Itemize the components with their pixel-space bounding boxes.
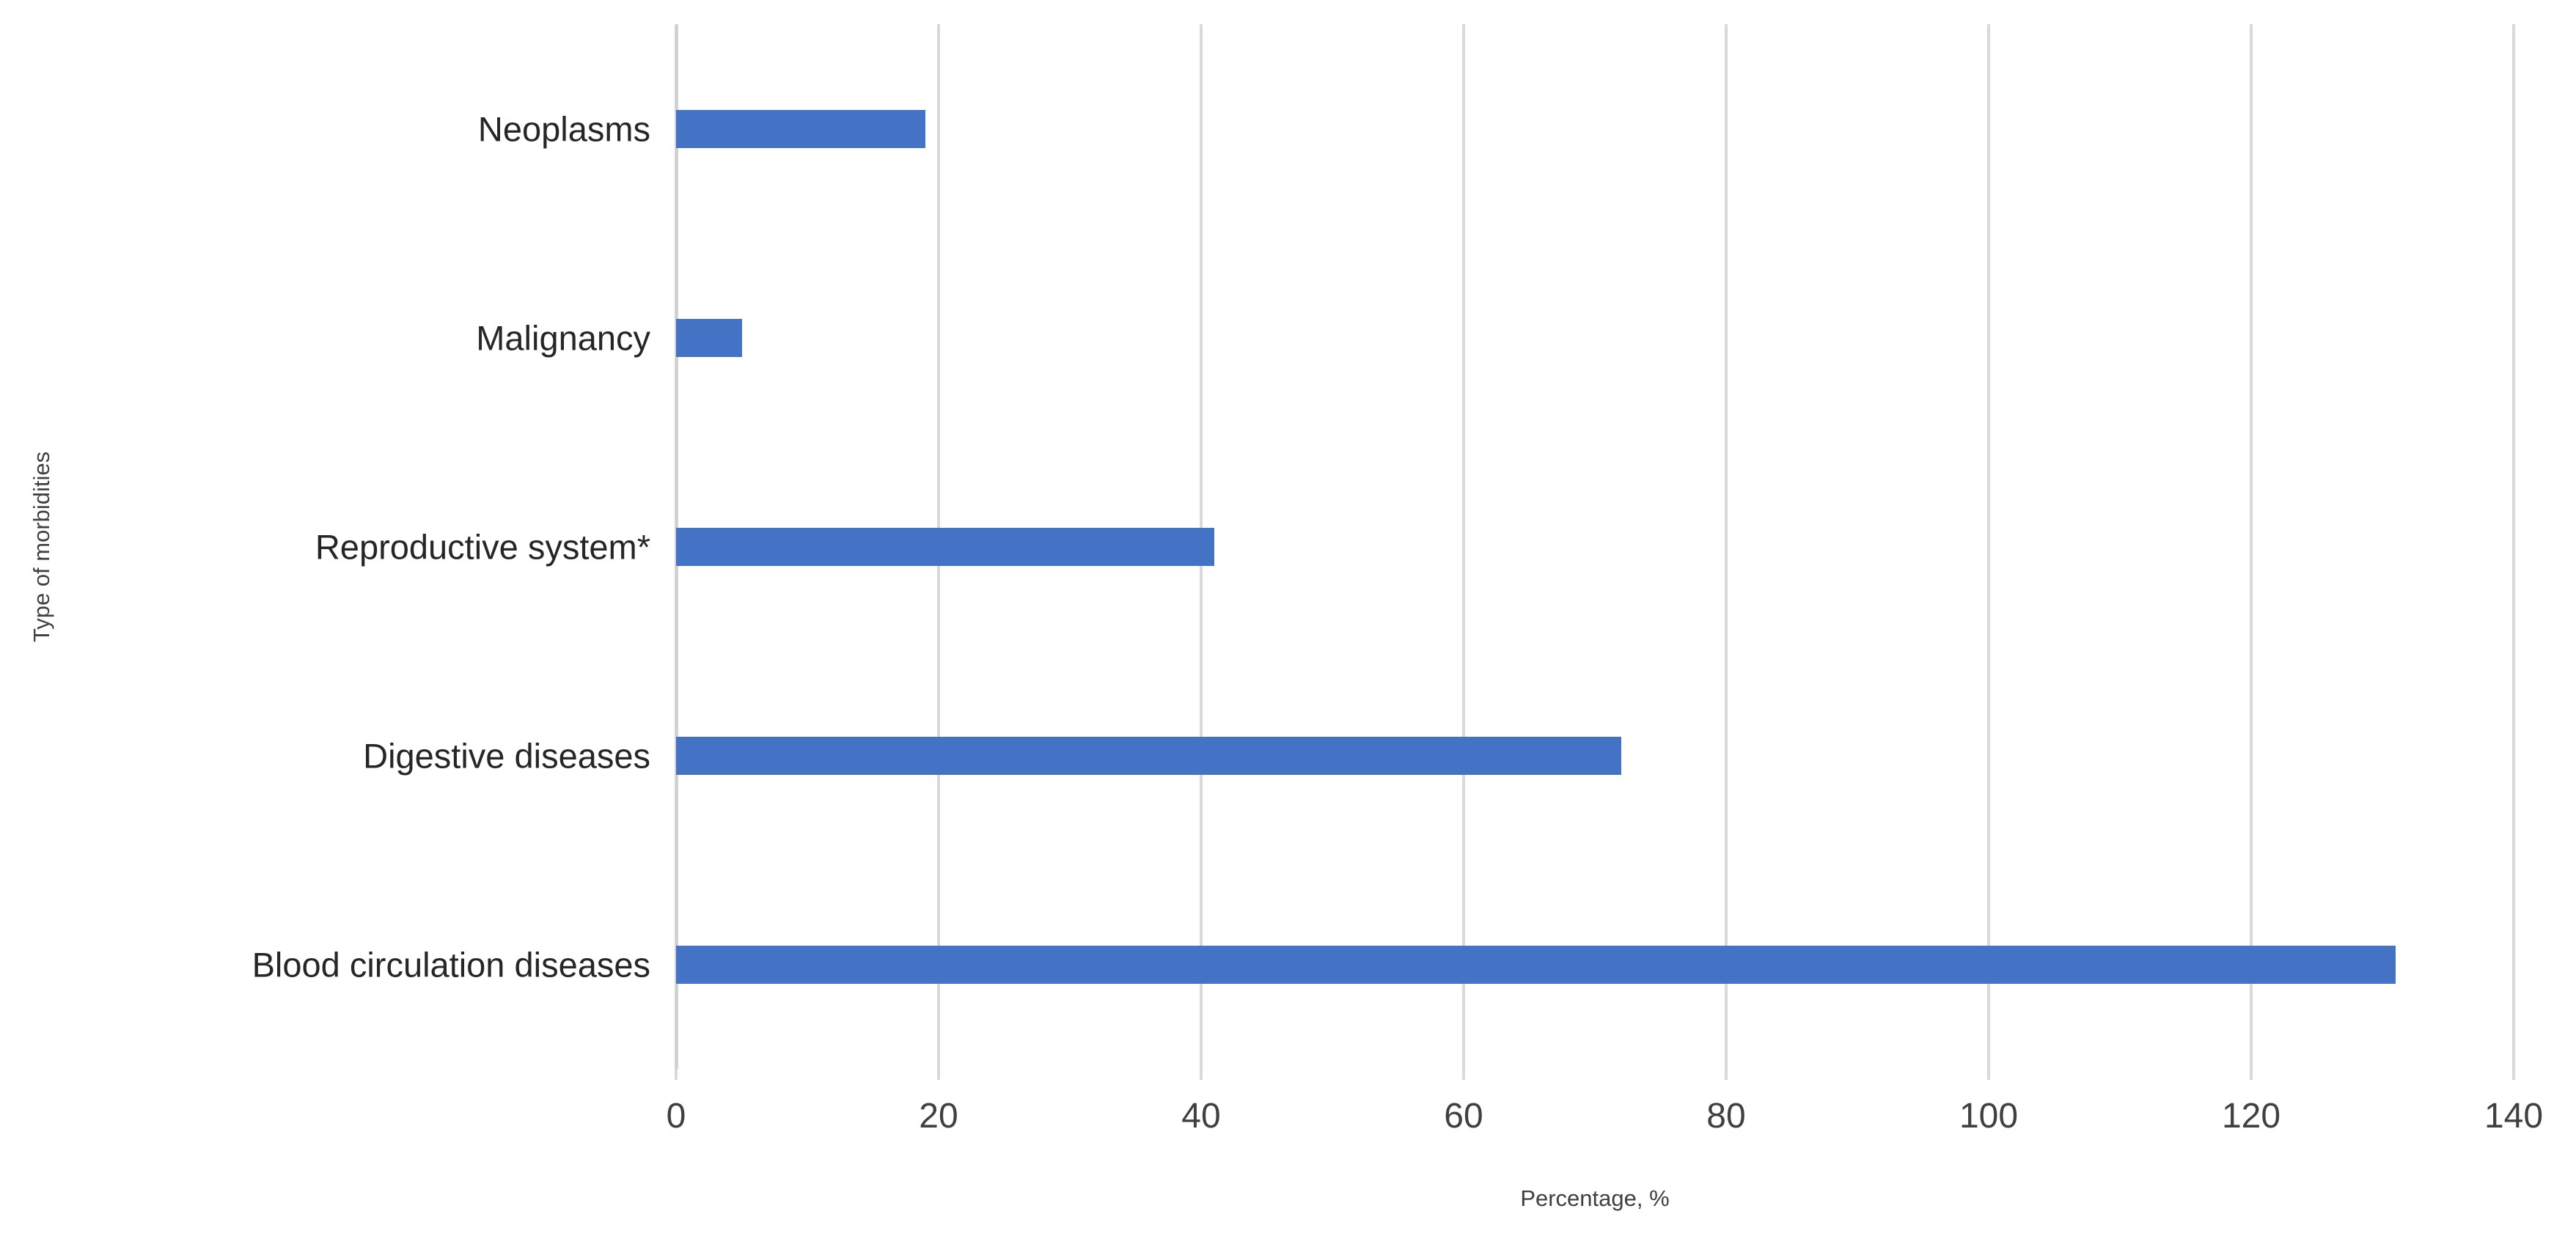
category-label-neoplasms: Neoplasms <box>477 109 650 148</box>
bar-malignancy <box>676 318 742 357</box>
x-tick-label: 60 <box>1444 1097 1483 1136</box>
category-label-digestive-diseases: Digestive diseases <box>363 736 650 775</box>
x-axis-tick <box>937 1069 940 1080</box>
x-axis-tick <box>1725 1069 1728 1080</box>
x-axis-title: Percentage, % <box>1520 1185 1670 1211</box>
x-axis-tick <box>1462 1069 1465 1080</box>
x-tick-label: 0 <box>666 1097 686 1136</box>
gridline <box>2512 24 2515 1069</box>
x-tick-label: 100 <box>1959 1097 2019 1136</box>
x-axis-tick <box>1200 1069 1203 1080</box>
plot-area <box>675 24 2515 1080</box>
category-label-reproductive-system: Reproductive system* <box>315 527 650 566</box>
x-tick-label: 40 <box>1181 1097 1221 1136</box>
gridline <box>1987 24 1990 1069</box>
gridline <box>2250 24 2253 1069</box>
gridline <box>1725 24 1728 1069</box>
x-tick-label: 20 <box>919 1097 958 1136</box>
bar-neoplasms <box>676 109 926 148</box>
category-label-blood-circulation-diseases: Blood circulation diseases <box>252 945 650 984</box>
x-tick-label: 140 <box>2484 1097 2544 1136</box>
category-label-malignancy: Malignancy <box>476 318 650 357</box>
x-axis-tick <box>2250 1069 2253 1080</box>
x-tick-labels: 0 20 40 60 80 100 120 140 <box>667 1095 2543 1138</box>
x-axis-tick <box>1987 1069 1990 1080</box>
category-labels: Neoplasms Malignancy Reproductive system* D… <box>0 24 650 1069</box>
x-axis-tick <box>2512 1069 2515 1080</box>
x-axis-tick <box>675 1069 678 1080</box>
bar-blood-circulation-diseases <box>676 945 2396 984</box>
x-tick-label: 80 <box>1706 1097 1746 1136</box>
bar-digestive-diseases <box>676 736 1621 775</box>
bar-reproductive-system <box>676 527 1214 566</box>
gridline <box>1462 24 1465 1069</box>
x-tick-label: 120 <box>2221 1097 2281 1136</box>
